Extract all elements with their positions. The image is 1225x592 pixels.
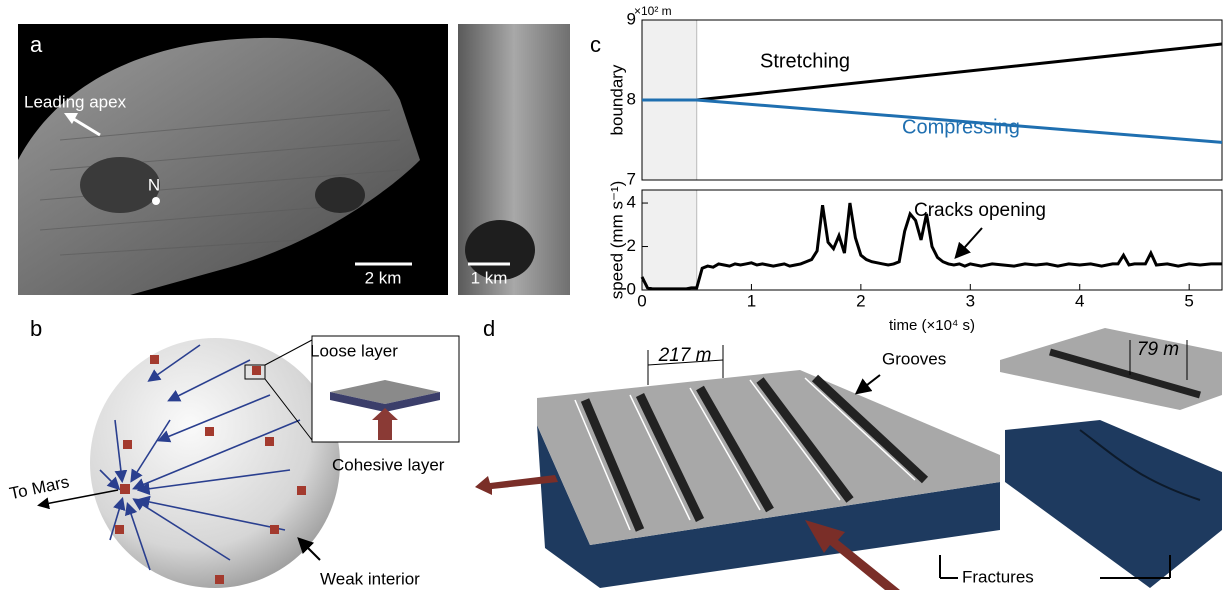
panel-label: a: [30, 32, 43, 57]
x-tick-label: 3: [966, 291, 975, 310]
x-axis-label: time (×10⁴ s): [889, 317, 975, 334]
annotation: To Mars: [8, 472, 71, 503]
spacing-label: 79 m: [1137, 339, 1179, 360]
series-label: Stretching: [760, 50, 850, 72]
figure: a Leading apex N 2 km 1 km b Loose layer…: [0, 0, 1225, 592]
y-tick-label: 2: [627, 236, 636, 255]
unit-label: ×10² m: [634, 4, 672, 18]
panel-label: d: [483, 316, 495, 341]
x-tick-label: 1: [747, 291, 756, 310]
annotation-arrow: [957, 228, 982, 256]
y-tick-label: 4: [627, 193, 636, 212]
shaded-region: [642, 190, 697, 290]
north-marker: [152, 197, 160, 205]
annotation: Fractures: [962, 567, 1034, 586]
data-line: [642, 44, 1222, 100]
annotation: N: [148, 175, 160, 194]
panel-label: c: [590, 32, 601, 57]
scale-label: 2 km: [365, 268, 402, 287]
y-axis-label: boundary: [607, 64, 626, 135]
grooves-arrow: [858, 375, 880, 392]
series-label: Compressing: [902, 116, 1020, 138]
annotation: Cohesive layer: [332, 455, 445, 474]
annotation: Grooves: [882, 349, 946, 368]
x-tick-label: 0: [637, 291, 646, 310]
x-tick-label: 4: [1075, 291, 1084, 310]
annotation: Weak interior: [320, 569, 420, 588]
panel-label: b: [30, 316, 42, 341]
annotation: Loose layer: [310, 341, 398, 360]
x-tick-label: 2: [856, 291, 865, 310]
annotation: Cracks opening: [914, 200, 1046, 221]
crater: [315, 177, 365, 213]
cohesive-block-small: [1005, 420, 1222, 588]
x-tick-label: 5: [1184, 291, 1193, 310]
y-axis-label: speed (mm s⁻¹): [607, 181, 626, 300]
y-tick-label: 8: [627, 89, 636, 108]
scale-label: 1 km: [471, 268, 508, 287]
spacing-label: 217 m: [658, 345, 712, 366]
plot-frame: [642, 20, 1222, 180]
y-tick-label: 7: [627, 169, 636, 188]
annotation: Leading apex: [24, 92, 127, 111]
y-tick-label: 0: [627, 279, 636, 298]
